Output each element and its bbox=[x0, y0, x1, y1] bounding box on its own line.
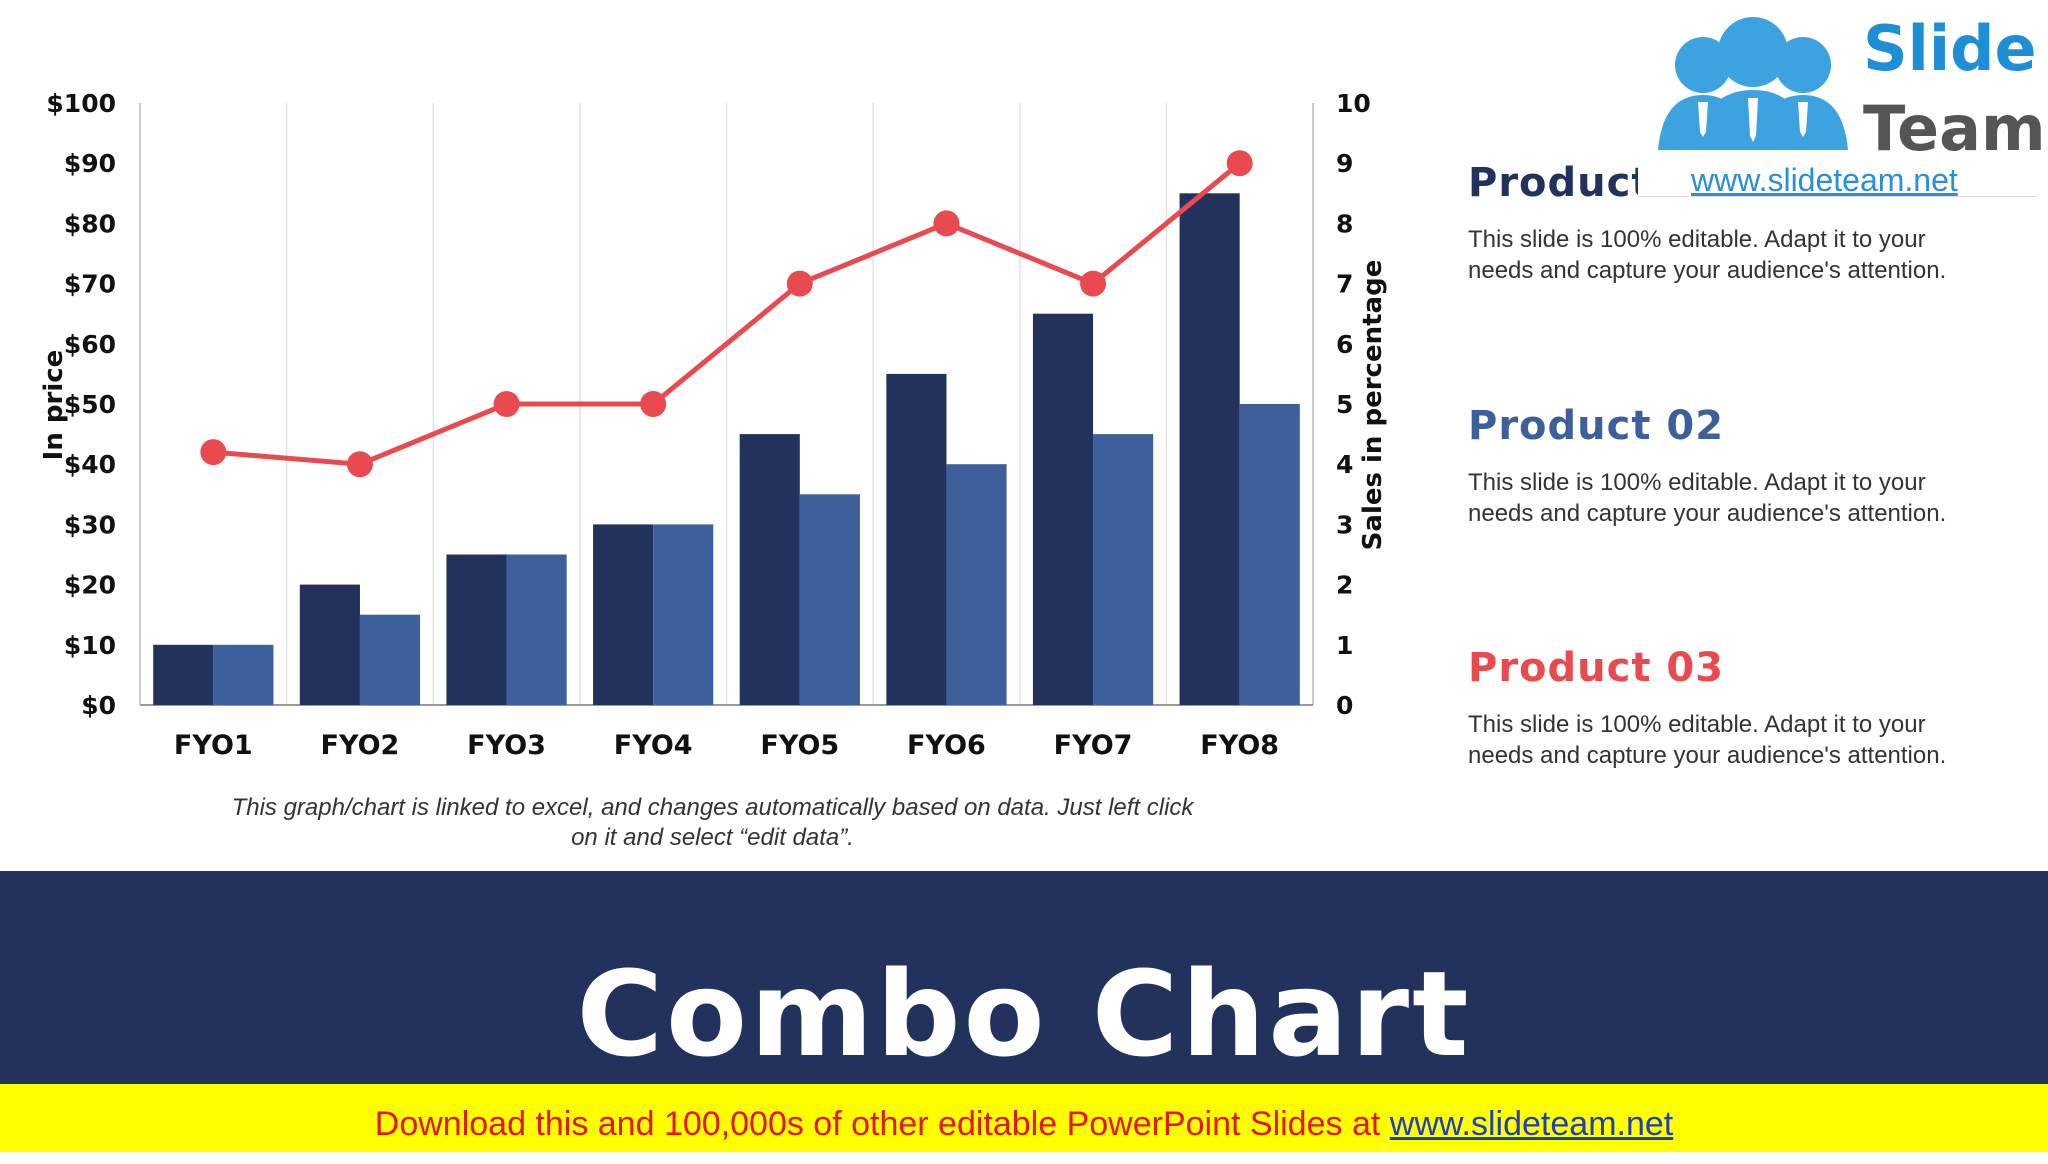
bar-series1 bbox=[1179, 193, 1240, 706]
y-tick-label: $100 bbox=[46, 89, 116, 118]
y2-tick-label: 3 bbox=[1336, 510, 1353, 539]
line-point bbox=[1226, 150, 1253, 177]
bar-series1 bbox=[1032, 313, 1094, 705]
bar-series2 bbox=[1239, 404, 1300, 705]
slide-title: Combo Chart bbox=[576, 945, 1472, 1083]
y-tick-label: $70 bbox=[64, 270, 116, 299]
bar-series2 bbox=[653, 524, 714, 705]
x-tick-label: FYO6 bbox=[907, 730, 986, 761]
y2-tick-label: 6 bbox=[1336, 330, 1353, 359]
x-tick-label: FYO5 bbox=[760, 730, 839, 761]
bar-series2 bbox=[213, 644, 274, 705]
product-title: Product 02 bbox=[1468, 403, 1725, 449]
bar-series1 bbox=[593, 524, 654, 705]
banner-text: Download this and 100,000s of other edit… bbox=[374, 1105, 1390, 1143]
y2-tick-label: 7 bbox=[1336, 270, 1353, 299]
bar-series1 bbox=[886, 373, 947, 705]
chart-caption: This graph/chart is linked to excel, and… bbox=[231, 794, 1194, 851]
line-point bbox=[640, 391, 667, 417]
y-tick-label: $90 bbox=[64, 149, 116, 178]
y-axis-title: In price bbox=[39, 350, 69, 461]
bar-series1 bbox=[153, 644, 214, 705]
line-point bbox=[493, 391, 520, 417]
people-icon bbox=[1658, 17, 1848, 150]
y2-tick-label: 1 bbox=[1336, 631, 1353, 660]
y-tick-label: $60 bbox=[64, 330, 116, 359]
x-tick-label: FYO4 bbox=[614, 730, 693, 761]
logo-text-team: Team bbox=[1863, 92, 2046, 165]
line-point bbox=[933, 210, 960, 237]
title-band bbox=[0, 871, 2048, 1084]
bar-series1 bbox=[299, 584, 360, 705]
combo-chart[interactable]: $0 $10 $20 $30 $40 $50 $60 $70 $80 $90 $100 0 1 2 3 4 5 6… bbox=[0, 0, 1420, 800]
y2-tick-label: 2 bbox=[1336, 571, 1353, 600]
y2-tick-label: 10 bbox=[1336, 89, 1371, 118]
line-series bbox=[213, 161, 1242, 467]
y2-tick-label: 0 bbox=[1336, 691, 1353, 720]
y2-tick-label: 8 bbox=[1336, 209, 1353, 238]
bar-series2 bbox=[946, 464, 1007, 705]
product-text: This slide is 100% editable. Adapt it to… bbox=[1468, 711, 1947, 769]
line-point bbox=[346, 451, 373, 478]
line-point bbox=[786, 270, 813, 297]
y2-tick-label: 9 bbox=[1336, 149, 1353, 178]
x-tick-label: FYO7 bbox=[1054, 730, 1133, 761]
x-tick-label: FYO2 bbox=[321, 730, 400, 761]
logo-text-slide: Slide bbox=[1863, 12, 2037, 85]
y-tick-label: $80 bbox=[64, 209, 116, 238]
bar-series1 bbox=[446, 554, 507, 705]
product-text: This slide is 100% editable. Adapt it to… bbox=[1468, 469, 1947, 527]
banner-link[interactable]: www.slideteam.net bbox=[1389, 1105, 1674, 1143]
line-point bbox=[1080, 270, 1107, 297]
y-tick-label: $50 bbox=[64, 390, 116, 419]
y-tick-label: $10 bbox=[64, 631, 116, 660]
x-tick-label: FYO1 bbox=[174, 730, 253, 761]
line-point bbox=[200, 439, 227, 466]
y-tick-label: $30 bbox=[64, 510, 116, 539]
download-banner: Download this and 100,000s of other edit… bbox=[0, 1084, 2048, 1152]
bar-series2 bbox=[799, 494, 860, 705]
y2-axis-title: Sales in percentage bbox=[1358, 260, 1388, 551]
x-tick-label: FYO3 bbox=[467, 730, 546, 761]
bar-series2 bbox=[506, 554, 567, 705]
y-tick-label: $0 bbox=[81, 691, 116, 720]
bar-series2 bbox=[359, 614, 421, 705]
y2-tick-label: 4 bbox=[1336, 450, 1353, 479]
x-tick-label: FYO8 bbox=[1200, 730, 1279, 761]
product-03: Product 03 This slide is 100% editable. … bbox=[1468, 645, 1988, 771]
y2-tick-label: 5 bbox=[1336, 390, 1353, 419]
y-tick-label: $20 bbox=[64, 571, 116, 600]
bar-series2 bbox=[1093, 434, 1154, 705]
logo-url-link[interactable]: www.slideteam.net bbox=[1691, 162, 1958, 198]
product-title: Product 03 bbox=[1468, 645, 1725, 691]
bar-series1 bbox=[739, 434, 800, 705]
product-text: This slide is 100% editable. Adapt it to… bbox=[1468, 226, 1947, 284]
product-02: Product 02 This slide is 100% editable. … bbox=[1468, 403, 1988, 529]
slideteam-logo: Slide Team www.slideteam.net bbox=[1638, 0, 2046, 198]
y-tick-label: $40 bbox=[64, 450, 116, 479]
